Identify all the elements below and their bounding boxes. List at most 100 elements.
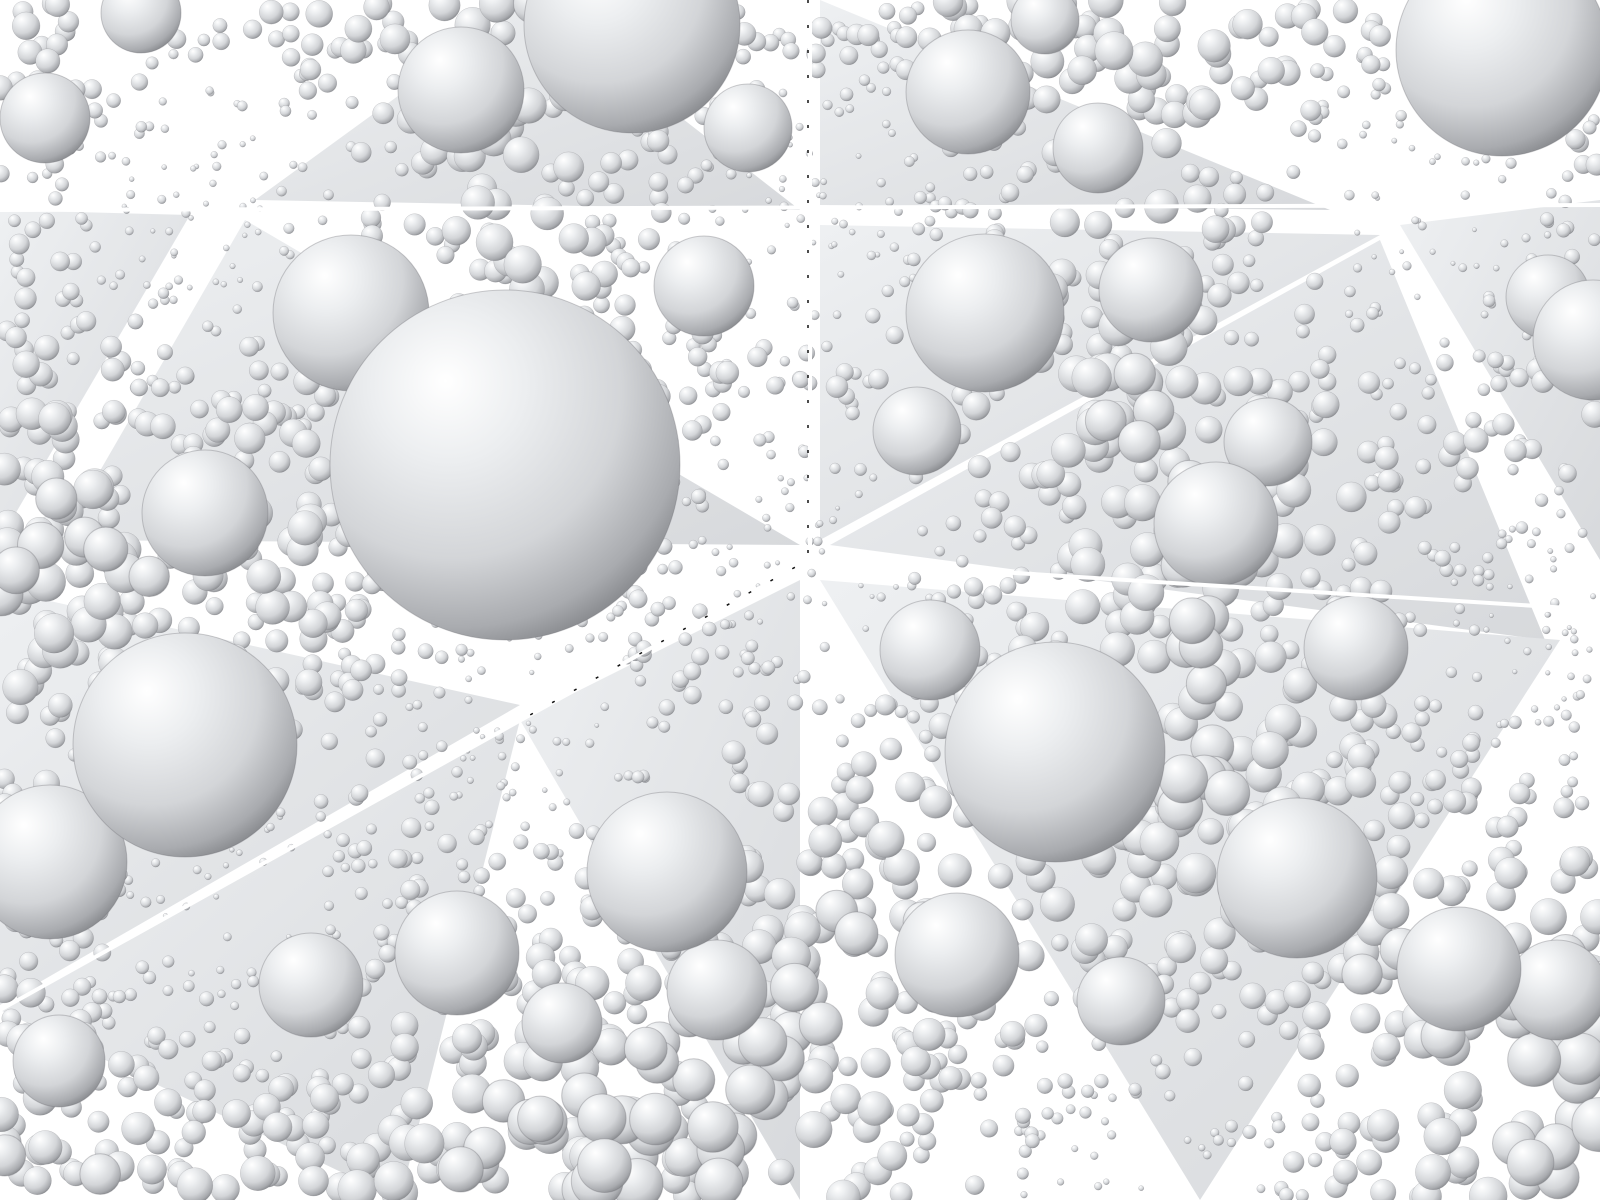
small-sphere: [881, 284, 895, 298]
small-sphere: [1429, 158, 1436, 166]
small-sphere: [315, 811, 327, 822]
small-sphere: [372, 712, 388, 727]
small-sphere: [229, 847, 235, 853]
small-sphere: [839, 87, 854, 102]
small-sphere: [222, 932, 232, 942]
small-sphere: [279, 245, 290, 256]
small-sphere: [1560, 709, 1572, 721]
small-sphere: [678, 386, 698, 406]
small-sphere: [505, 888, 526, 909]
small-sphere: [1417, 415, 1437, 435]
small-sphere: [832, 310, 842, 320]
small-sphere: [1304, 524, 1336, 556]
small-sphere: [1371, 254, 1377, 260]
small-sphere: [246, 559, 282, 594]
small-sphere: [612, 605, 624, 617]
small-sphere: [807, 568, 817, 578]
small-sphere: [133, 1064, 160, 1092]
small-sphere: [1543, 231, 1552, 239]
small-sphere: [108, 151, 117, 160]
small-sphere: [603, 183, 625, 204]
small-sphere: [1309, 428, 1338, 457]
small-sphere: [1337, 85, 1351, 99]
small-sphere: [127, 313, 144, 330]
small-sphere: [147, 1026, 166, 1045]
large-sphere: [894, 892, 1020, 1018]
small-sphere: [1395, 109, 1407, 122]
small-sphere: [16, 267, 36, 288]
small-sphere: [508, 788, 517, 797]
small-sphere: [553, 151, 585, 183]
small-sphere: [1223, 183, 1247, 207]
small-sphere: [1553, 704, 1561, 711]
small-sphere: [1326, 751, 1343, 769]
small-sphere: [382, 898, 393, 910]
small-sphere: [1509, 368, 1529, 388]
small-sphere: [1165, 365, 1199, 399]
small-sphere: [242, 19, 263, 39]
small-sphere: [320, 732, 339, 751]
small-sphere: [924, 215, 936, 227]
small-sphere: [251, 281, 263, 293]
small-sphere: [373, 1161, 414, 1200]
small-sphere: [130, 73, 149, 91]
small-sphere: [1425, 373, 1437, 386]
small-sphere: [79, 1153, 121, 1195]
small-sphere: [150, 228, 156, 234]
small-sphere: [626, 1003, 648, 1025]
small-sphere: [298, 608, 328, 638]
small-sphere: [1198, 166, 1220, 188]
small-sphere: [1175, 1008, 1200, 1034]
small-sphere: [1051, 433, 1086, 468]
small-sphere: [162, 985, 174, 997]
small-sphere: [825, 375, 849, 399]
small-sphere: [983, 585, 1003, 605]
small-sphere: [295, 668, 323, 696]
small-sphere: [190, 165, 197, 172]
small-sphere: [192, 1099, 216, 1124]
small-sphere: [234, 422, 266, 455]
small-sphere: [1307, 1152, 1323, 1168]
small-sphere: [1312, 391, 1340, 419]
small-sphere: [691, 647, 710, 666]
small-sphere: [1238, 1031, 1256, 1048]
small-sphere: [728, 557, 739, 568]
large-sphere: [872, 386, 962, 476]
small-sphere: [1158, 0, 1187, 17]
small-sphere: [1568, 721, 1581, 733]
small-sphere: [1413, 867, 1445, 899]
small-sphere: [1561, 696, 1567, 702]
small-sphere: [254, 228, 262, 236]
small-sphere: [1207, 283, 1232, 308]
small-sphere: [1251, 211, 1273, 234]
small-sphere: [1472, 349, 1486, 363]
small-sphere: [193, 1079, 216, 1102]
small-sphere: [24, 221, 42, 239]
small-sphere: [336, 833, 350, 848]
small-sphere: [1567, 672, 1575, 681]
small-sphere: [782, 42, 800, 60]
small-sphere: [1496, 815, 1519, 838]
small-sphere: [876, 229, 885, 239]
small-sphere: [424, 799, 440, 816]
small-sphere: [755, 495, 763, 503]
large-sphere: [100, 0, 182, 54]
small-sphere: [1575, 690, 1586, 700]
small-sphere: [603, 991, 627, 1015]
small-sphere: [126, 190, 136, 200]
small-sphere: [1071, 357, 1112, 398]
small-sphere: [1395, 120, 1405, 129]
small-sphere: [912, 1018, 946, 1051]
small-sphere: [899, 276, 911, 288]
small-sphere: [1556, 509, 1566, 519]
small-sphere: [513, 834, 529, 850]
small-sphere: [156, 894, 166, 905]
small-sphere: [845, 104, 855, 114]
small-sphere: [767, 1158, 795, 1186]
small-sphere: [1442, 789, 1467, 814]
small-sphere: [1363, 819, 1385, 842]
small-sphere: [807, 796, 838, 827]
small-sphere: [865, 976, 899, 1010]
small-sphere: [908, 571, 922, 585]
small-sphere: [1382, 377, 1394, 390]
